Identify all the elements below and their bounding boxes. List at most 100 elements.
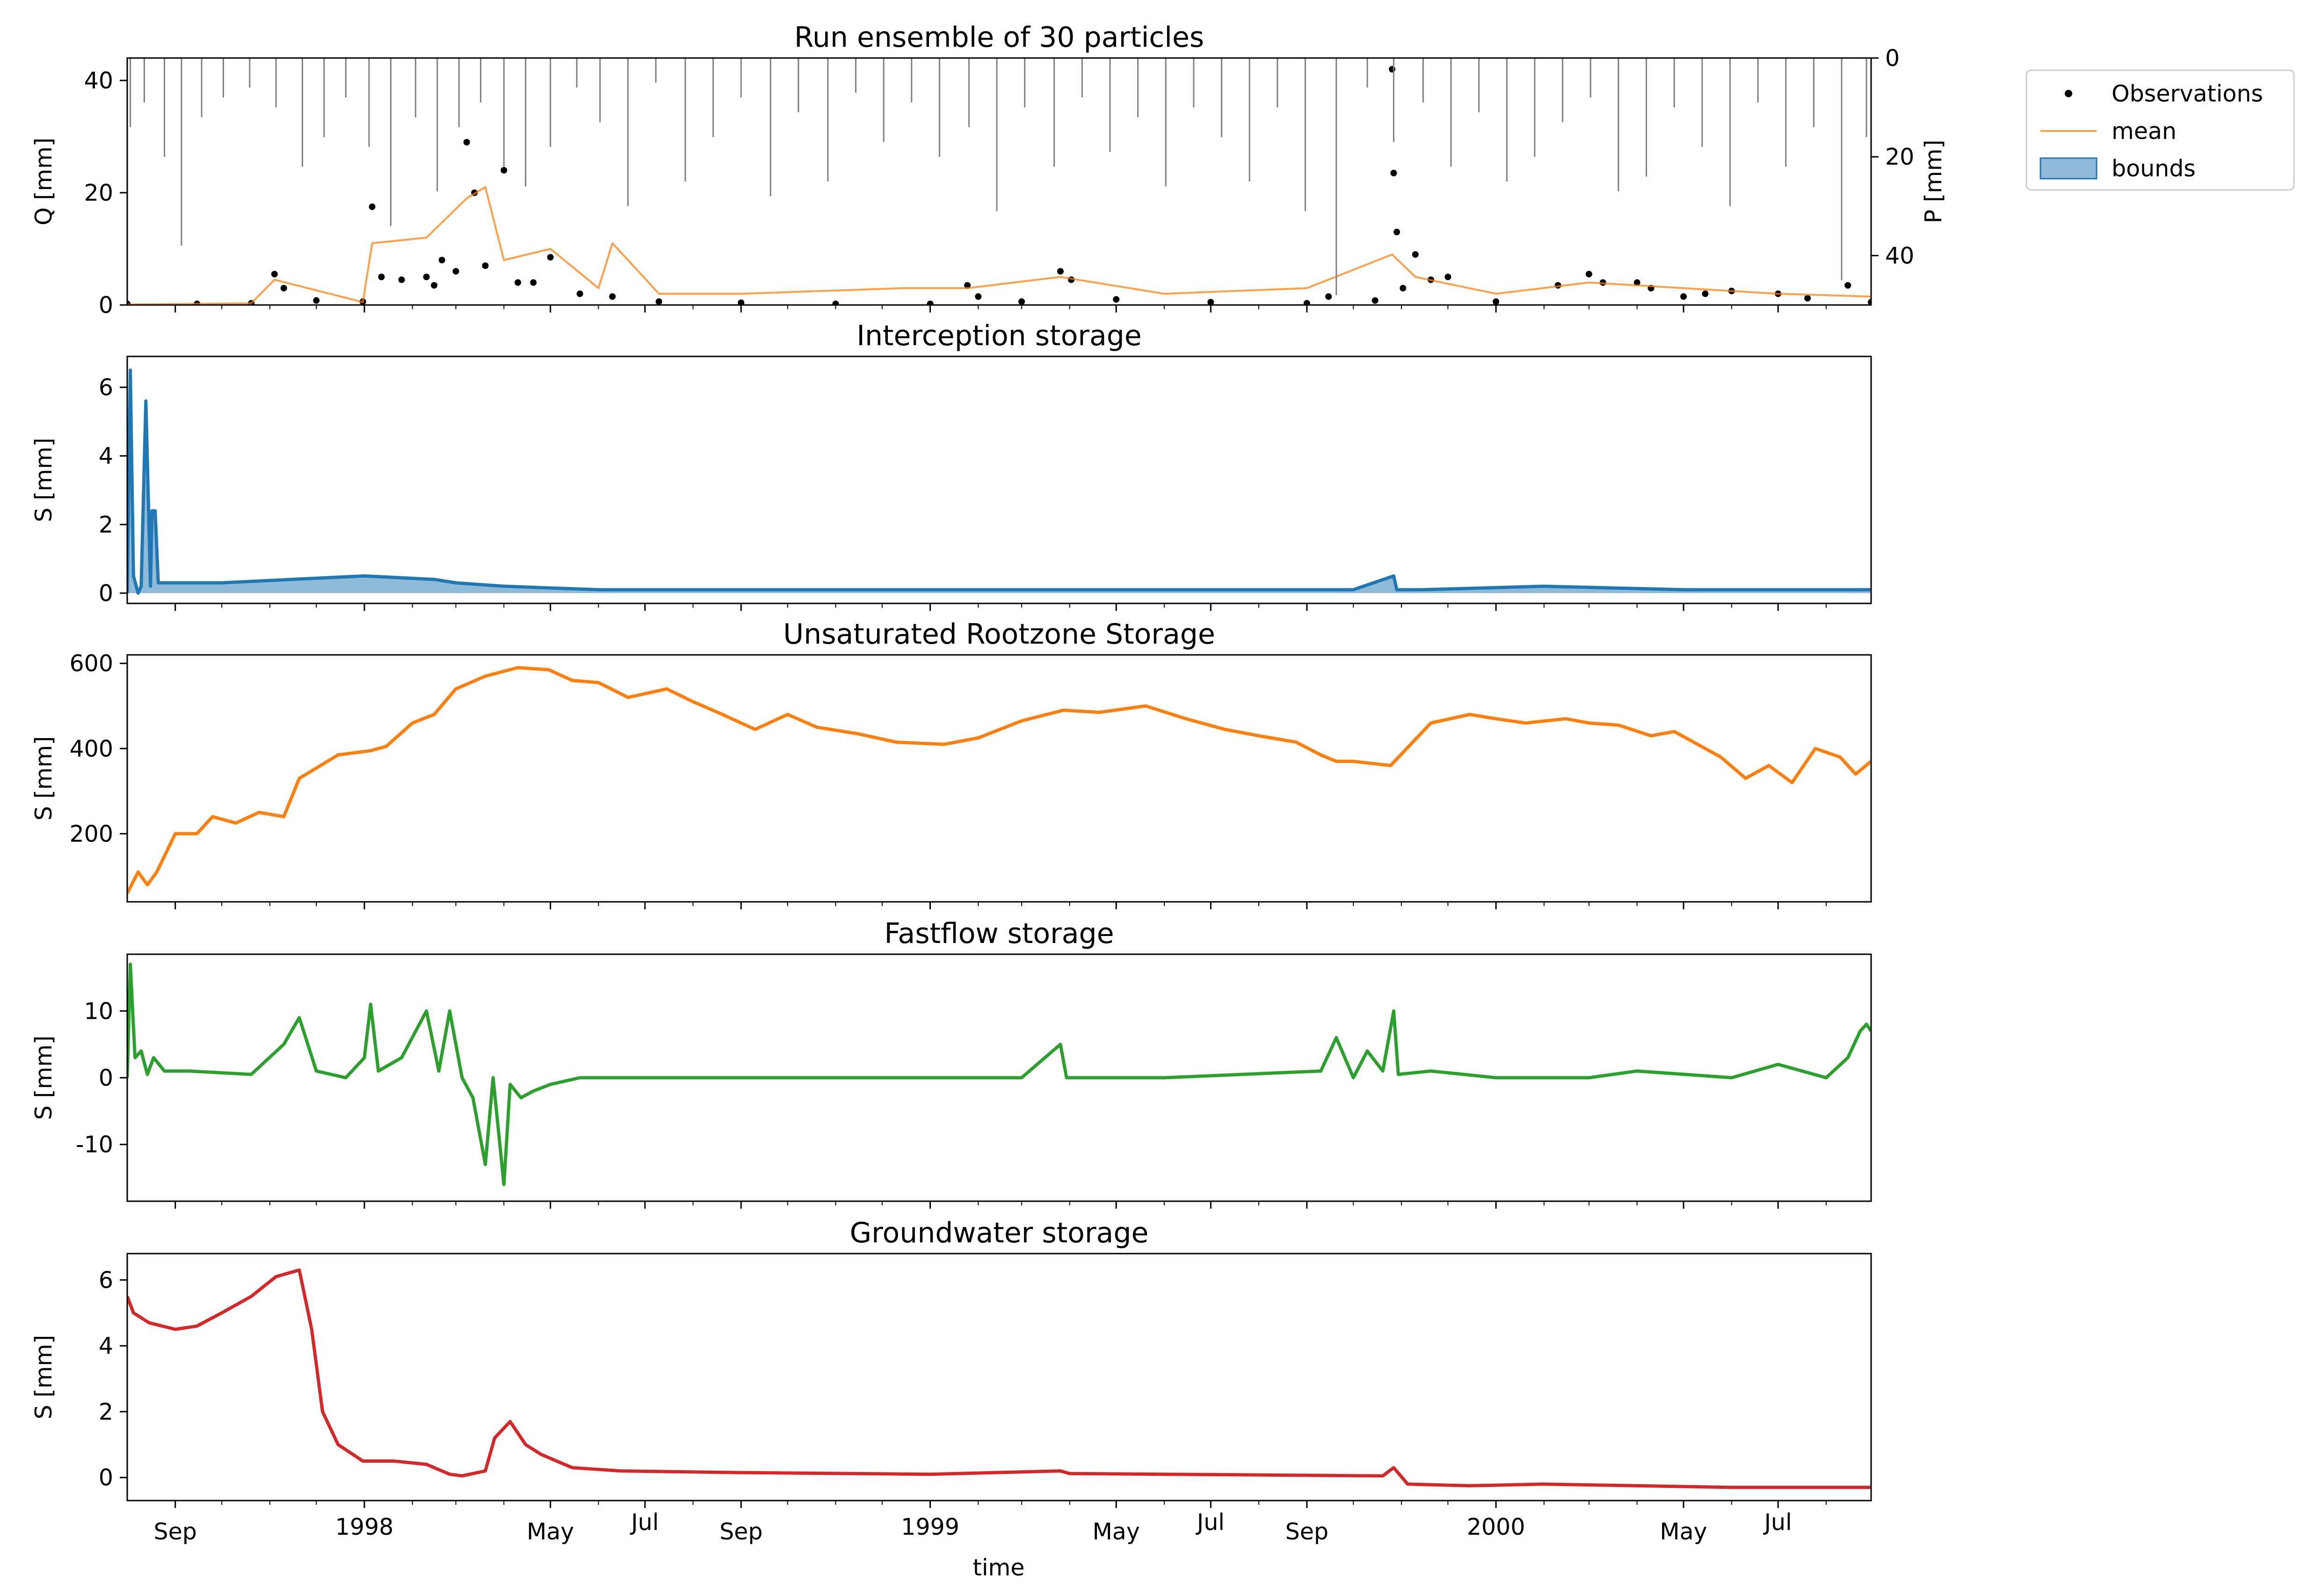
y2-tick-label: 20 bbox=[1885, 144, 1914, 170]
series-line bbox=[127, 1268, 1871, 1489]
observation-point bbox=[482, 262, 489, 269]
observation-point bbox=[1412, 251, 1419, 258]
observation-point bbox=[1844, 282, 1851, 289]
x-tick-label: Sep bbox=[154, 1518, 197, 1545]
x-tick-label: 1999 bbox=[901, 1514, 959, 1540]
x-axis-label: time bbox=[973, 1554, 1025, 1581]
observation-point bbox=[609, 293, 616, 300]
observation-point bbox=[423, 274, 430, 280]
observation-point bbox=[964, 282, 971, 289]
y2-tick-label: 0 bbox=[1885, 45, 1900, 72]
observation-point bbox=[1444, 274, 1452, 280]
panel-3: Unsaturated Rootzone Storage S [mm] 200 400… bbox=[30, 618, 1872, 909]
observation-point bbox=[398, 276, 405, 283]
x-tick-label: May bbox=[1660, 1518, 1707, 1545]
observation-point bbox=[1868, 299, 1871, 305]
panel-data bbox=[127, 368, 1871, 595]
x-tick-label: May bbox=[527, 1518, 574, 1545]
observation-point bbox=[655, 298, 662, 305]
legend-label: bounds bbox=[2112, 155, 2196, 182]
legend-marker-observations bbox=[2065, 90, 2072, 97]
series-line bbox=[127, 666, 1871, 894]
panel-2: Interception storage S [mm] 0 2 4 6 bbox=[30, 319, 1872, 611]
y-tick-label: 40 bbox=[84, 67, 113, 94]
legend: Observations mean bounds bbox=[2025, 69, 2295, 191]
observation-point bbox=[438, 257, 445, 263]
x-tick-label: Jul bbox=[1196, 1509, 1225, 1536]
observation-point bbox=[738, 299, 745, 305]
x-tick-label: Sep bbox=[719, 1518, 762, 1545]
panel-frame bbox=[126, 1253, 1872, 1502]
series-line bbox=[127, 962, 1871, 1186]
panel-frame bbox=[126, 953, 1872, 1202]
observation-point bbox=[1393, 229, 1400, 235]
legend-label: Observations bbox=[2112, 80, 2263, 107]
x-tick-label: 1998 bbox=[335, 1514, 394, 1540]
observation-point bbox=[431, 282, 438, 289]
y-tick-label: 200 bbox=[69, 820, 113, 847]
panel-frame bbox=[126, 355, 1872, 604]
observation-point bbox=[1389, 66, 1396, 73]
y-tick-label: 600 bbox=[69, 650, 113, 677]
y-tick-label: -10 bbox=[76, 1132, 113, 1158]
x-axis-tick-labels: Sep 1998 May Jul Sep 1999 May Jul Sep 2000 May Jul bbox=[154, 1509, 1792, 1545]
y-tick-label: 10 bbox=[84, 998, 113, 1024]
panel-frame bbox=[126, 57, 1872, 306]
observation-point bbox=[1057, 268, 1064, 275]
panel-data bbox=[127, 58, 1871, 305]
observation-point bbox=[369, 203, 376, 210]
observation-point bbox=[280, 285, 287, 291]
observation-point bbox=[975, 293, 982, 300]
panel-data bbox=[127, 962, 1871, 1186]
observation-point bbox=[452, 268, 459, 275]
y-tick-label: 20 bbox=[84, 180, 113, 206]
series-line bbox=[127, 368, 1871, 595]
panel-1: Run ensemble of 30 particles Q [mm] 0 20 40 0… bbox=[30, 21, 1947, 319]
observation-point bbox=[1680, 293, 1687, 300]
observation-point bbox=[378, 274, 385, 280]
observation-point bbox=[1372, 297, 1379, 304]
observation-point bbox=[1207, 299, 1214, 305]
x-tick-label: Jul bbox=[1763, 1509, 1792, 1536]
observation-point bbox=[832, 300, 839, 305]
panel-data bbox=[127, 666, 1871, 894]
x-tick-label: May bbox=[1093, 1518, 1140, 1545]
y2-axis-label: P [mm] bbox=[1920, 140, 1947, 224]
observation-point bbox=[1113, 296, 1120, 303]
panel-5: Groundwater storage S [mm] 0 2 4 6 bbox=[30, 1217, 1872, 1508]
y-tick-label: 0 bbox=[99, 1465, 113, 1491]
y-tick-label: 400 bbox=[69, 735, 113, 762]
observation-point bbox=[1493, 298, 1500, 305]
panel-title: Run ensemble of 30 particles bbox=[794, 21, 1204, 54]
y-axis-label: S [mm] bbox=[30, 1036, 57, 1120]
observation-point bbox=[1585, 271, 1592, 277]
observation-point bbox=[1303, 300, 1310, 305]
x-tick-label: Sep bbox=[1285, 1518, 1328, 1545]
panel-title: Fastflow storage bbox=[884, 917, 1114, 950]
y-axis-label: S [mm] bbox=[30, 736, 57, 820]
panel-title: Groundwater storage bbox=[850, 1217, 1149, 1249]
panel-data bbox=[127, 1268, 1871, 1489]
panel-title: Unsaturated Rootzone Storage bbox=[783, 618, 1215, 651]
observation-point bbox=[515, 279, 522, 286]
y-axis-label: S [mm] bbox=[30, 438, 57, 522]
y-axis-label: S [mm] bbox=[30, 1335, 57, 1419]
x-tick-label: 2000 bbox=[1467, 1514, 1525, 1540]
y-axis-label: Q [mm] bbox=[30, 138, 57, 225]
y-tick-label: 0 bbox=[99, 580, 113, 607]
y-tick-label: 2 bbox=[99, 511, 113, 538]
mean-line bbox=[127, 186, 1871, 305]
observation-point bbox=[927, 300, 934, 305]
observation-point bbox=[271, 271, 278, 277]
observation-point bbox=[501, 167, 508, 174]
y-tick-label: 0 bbox=[99, 292, 113, 319]
y-tick-label: 2 bbox=[99, 1399, 113, 1425]
observation-point bbox=[1018, 298, 1025, 305]
y-tick-label: 4 bbox=[99, 443, 113, 470]
y2-tick-label: 40 bbox=[1885, 242, 1914, 269]
observation-point bbox=[313, 297, 320, 304]
observation-point bbox=[547, 254, 554, 261]
